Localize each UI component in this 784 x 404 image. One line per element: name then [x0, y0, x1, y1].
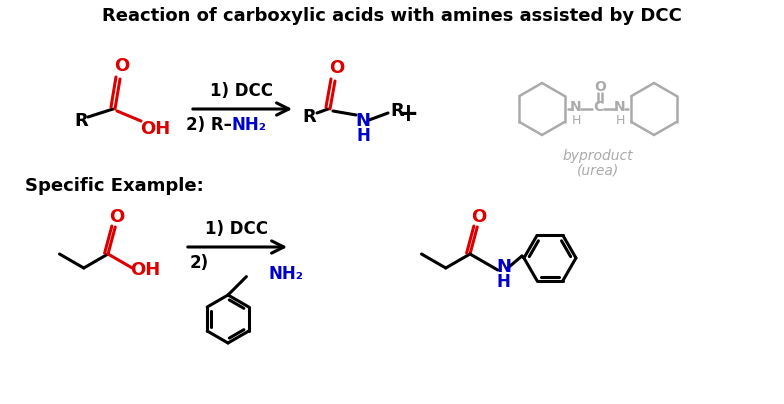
Text: O: O	[472, 208, 487, 226]
Text: O: O	[329, 59, 345, 77]
Text: OH: OH	[140, 120, 170, 138]
Text: H: H	[572, 114, 581, 126]
Text: N: N	[496, 258, 511, 276]
Text: C: C	[593, 100, 603, 114]
Text: 2): 2)	[190, 254, 209, 272]
Text: +: +	[397, 102, 419, 126]
Text: 1) DCC: 1) DCC	[205, 220, 268, 238]
Text: Specific Example:: Specific Example:	[25, 177, 204, 195]
Text: R: R	[74, 112, 88, 130]
Text: (urea): (urea)	[577, 163, 619, 177]
Text: N: N	[614, 100, 626, 114]
Text: 1) DCC: 1) DCC	[210, 82, 274, 100]
Text: R: R	[390, 102, 404, 120]
Text: OH: OH	[130, 261, 161, 279]
Text: H: H	[356, 127, 370, 145]
Text: O: O	[110, 208, 125, 226]
Text: O: O	[594, 80, 606, 94]
Text: 2) R–: 2) R–	[186, 116, 232, 134]
Text: byproduct: byproduct	[563, 149, 633, 163]
Text: Reaction of carboxylic acids with amines assisted by DCC: Reaction of carboxylic acids with amines…	[102, 7, 682, 25]
Text: N: N	[570, 100, 582, 114]
Text: R: R	[302, 108, 316, 126]
Text: NH₂: NH₂	[268, 265, 303, 283]
Text: N: N	[355, 112, 371, 130]
Text: H: H	[497, 273, 510, 291]
Text: O: O	[114, 57, 129, 75]
Text: H: H	[615, 114, 625, 126]
Text: NH₂: NH₂	[232, 116, 267, 134]
